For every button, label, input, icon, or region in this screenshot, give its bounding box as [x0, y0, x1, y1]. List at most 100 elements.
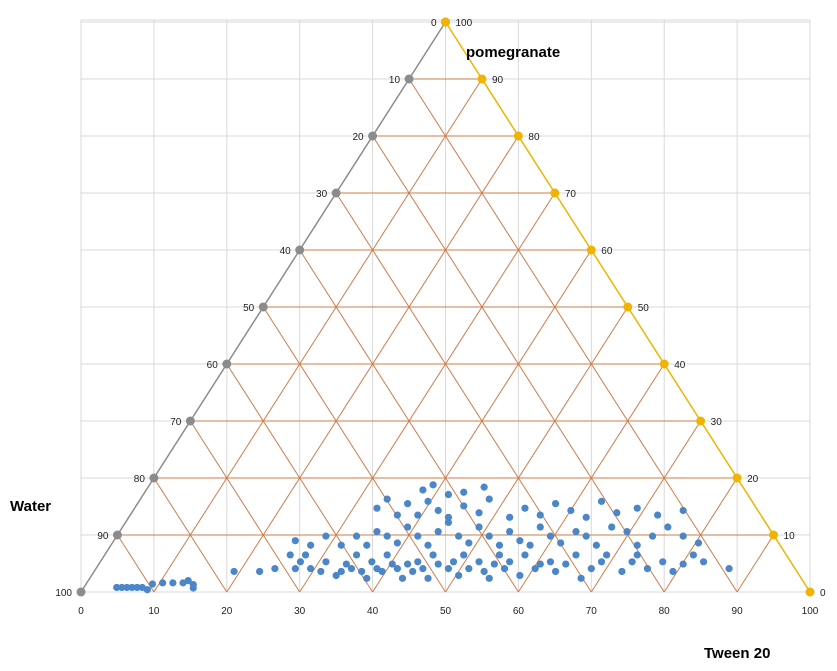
data-point — [403, 560, 412, 568]
data-point — [444, 565, 453, 573]
data-point — [633, 504, 641, 512]
bottom-tick-label: 50 — [440, 606, 452, 617]
ternary-left-parallel-line — [590, 420, 702, 593]
data-point — [495, 551, 504, 559]
right-axis-marker — [586, 245, 596, 255]
data-point — [393, 511, 401, 519]
data-point — [465, 565, 473, 573]
ternary-left-parallel-line — [445, 306, 629, 593]
data-point — [490, 560, 498, 568]
ternary-left-parallel-line — [299, 192, 556, 593]
right-tick-label: 100 — [456, 18, 473, 29]
data-point — [495, 541, 504, 549]
left-tick-label: 80 — [134, 474, 146, 485]
data-point — [118, 583, 126, 592]
right-axis-marker — [805, 587, 815, 597]
data-point — [567, 506, 575, 515]
data-point — [148, 580, 157, 588]
data-point — [506, 558, 514, 566]
data-point — [592, 541, 601, 549]
data-point — [500, 565, 509, 573]
data-point — [654, 511, 662, 519]
left-axis-marker — [368, 131, 378, 141]
data-point — [373, 527, 381, 536]
data-point — [536, 523, 544, 531]
right-axis-marker — [732, 473, 742, 483]
data-point — [485, 532, 493, 540]
data-point — [398, 574, 407, 582]
data-point — [526, 541, 534, 549]
ternary-right-parallel-line — [153, 477, 228, 593]
data-point — [582, 532, 590, 540]
bottom-tick-label: 0 — [78, 606, 84, 617]
data-point — [480, 483, 488, 491]
data-point — [608, 523, 616, 531]
bottom-tick-label: 90 — [732, 606, 744, 617]
data-point — [444, 518, 453, 527]
data-point — [378, 567, 386, 576]
ternary-grid — [117, 78, 774, 593]
data-point — [393, 565, 401, 573]
data-point — [444, 513, 453, 521]
left-tick-label: 0 — [431, 18, 437, 29]
data-point — [434, 506, 442, 515]
data-point — [128, 583, 136, 592]
left-tick-label: 70 — [170, 417, 182, 428]
data-point — [409, 567, 417, 576]
data-point — [368, 558, 376, 566]
data-point — [358, 567, 366, 576]
data-point — [414, 532, 422, 540]
data-point — [485, 495, 493, 503]
data-point — [679, 506, 687, 515]
bottom-axis-label: Tween 20 — [704, 645, 770, 662]
data-point — [424, 497, 432, 505]
right-axis-marker — [477, 74, 487, 84]
data-point — [551, 500, 560, 508]
left-tick-label: 100 — [55, 588, 72, 599]
ternary-right-parallel-line — [189, 420, 301, 593]
data-point — [521, 551, 529, 559]
data-point — [460, 502, 468, 510]
data-point — [424, 574, 432, 582]
data-point — [388, 560, 396, 568]
data-point — [465, 539, 473, 547]
data-point — [429, 551, 437, 559]
right-tick-label: 60 — [601, 246, 613, 257]
data-point — [613, 509, 621, 517]
data-point — [475, 558, 483, 566]
data-point — [546, 558, 555, 566]
left-tick-label: 60 — [207, 360, 219, 371]
data-point — [383, 495, 391, 503]
data-point — [455, 571, 463, 580]
bottom-tick-label: 30 — [294, 606, 306, 617]
ternary-right-parallel-line — [335, 192, 592, 593]
data-point — [383, 551, 391, 559]
left-axis-marker — [76, 587, 86, 597]
data-point — [449, 558, 458, 566]
data-point — [322, 532, 330, 540]
data-point — [363, 574, 371, 582]
data-point — [184, 577, 192, 585]
data-point — [159, 579, 167, 587]
left-axis-marker — [112, 530, 122, 540]
data-point — [572, 527, 580, 536]
left-tick-label: 50 — [243, 303, 255, 314]
data-point — [271, 565, 279, 573]
data-point — [317, 567, 325, 576]
left-axis-marker — [258, 302, 268, 312]
right-axis-marker — [659, 359, 669, 369]
data-point — [623, 527, 631, 536]
data-point — [133, 583, 141, 592]
data-point — [123, 583, 131, 592]
right-tick-label: 30 — [711, 417, 723, 428]
data-point — [480, 567, 488, 576]
data-point — [291, 537, 299, 545]
left-axis-marker — [404, 74, 414, 84]
top-axis-label: pomegranate — [466, 44, 560, 61]
data-point — [434, 560, 442, 568]
data-point — [169, 579, 177, 587]
data-point — [414, 558, 422, 566]
data-point — [230, 567, 238, 576]
data-point — [536, 560, 544, 568]
right-tick-label: 20 — [747, 474, 759, 485]
